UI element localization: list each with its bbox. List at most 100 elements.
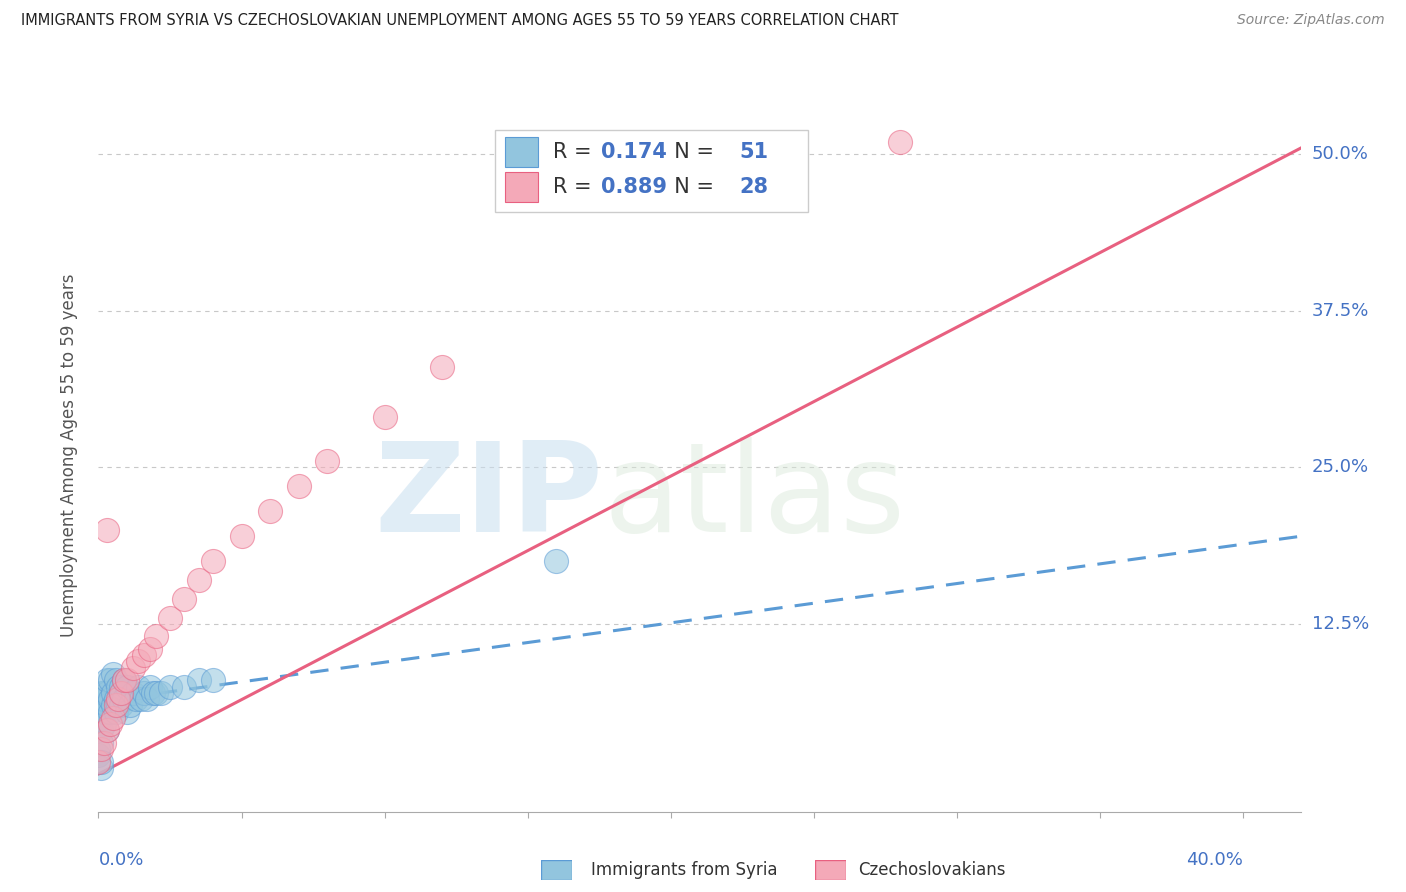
Point — [107, 698, 129, 713]
Point — [101, 698, 124, 713]
Point — [115, 673, 138, 688]
Point — [134, 648, 156, 663]
Point — [101, 667, 124, 681]
Point — [90, 686, 112, 700]
Text: N =: N = — [661, 178, 721, 197]
Point — [187, 573, 209, 587]
Point — [159, 610, 181, 624]
Point — [118, 698, 141, 713]
Point — [90, 742, 112, 756]
Point — [96, 698, 118, 713]
Point — [131, 692, 153, 706]
Point — [90, 698, 112, 713]
Point — [101, 686, 124, 700]
Point — [112, 673, 135, 688]
Point — [96, 686, 118, 700]
Bar — [505, 136, 538, 167]
Point — [201, 673, 224, 688]
Point — [124, 692, 146, 706]
Point — [889, 135, 911, 149]
Point — [121, 686, 143, 700]
Point — [96, 723, 118, 738]
Text: Czechoslovakians: Czechoslovakians — [858, 861, 1005, 879]
Point — [87, 748, 110, 763]
Point — [201, 554, 224, 568]
Point — [90, 736, 112, 750]
Point — [128, 655, 150, 669]
Point — [546, 554, 568, 568]
Text: Source: ZipAtlas.com: Source: ZipAtlas.com — [1237, 13, 1385, 28]
Text: 25.0%: 25.0% — [1312, 458, 1369, 476]
Point — [90, 755, 112, 769]
Point — [115, 705, 138, 719]
Text: 37.5%: 37.5% — [1312, 302, 1369, 320]
Point — [93, 686, 115, 700]
Point — [93, 717, 115, 731]
Text: atlas: atlas — [603, 437, 905, 558]
Point — [90, 711, 112, 725]
Point — [93, 736, 115, 750]
Point — [96, 523, 118, 537]
Text: 28: 28 — [740, 178, 768, 197]
Point — [87, 755, 110, 769]
Point — [96, 673, 118, 688]
Point — [104, 692, 127, 706]
Point — [187, 673, 209, 688]
Text: 51: 51 — [740, 142, 768, 161]
Text: R =: R = — [553, 178, 598, 197]
Point — [107, 692, 129, 706]
Point — [98, 717, 121, 731]
Point — [98, 705, 121, 719]
Text: 50.0%: 50.0% — [1312, 145, 1368, 163]
Point — [150, 686, 173, 700]
Text: R =: R = — [553, 142, 598, 161]
Point — [96, 723, 118, 738]
Point — [159, 680, 181, 694]
Point — [287, 479, 309, 493]
Point — [374, 410, 396, 425]
Point — [112, 692, 135, 706]
Point — [139, 642, 162, 657]
Point — [104, 673, 127, 688]
Point — [142, 686, 165, 700]
Point — [112, 673, 135, 688]
Point — [145, 630, 167, 644]
Point — [134, 686, 156, 700]
Point — [430, 360, 453, 375]
Point — [128, 680, 150, 694]
Point — [173, 680, 195, 694]
Point — [115, 680, 138, 694]
Point — [259, 504, 281, 518]
Point — [90, 692, 112, 706]
Point — [90, 761, 112, 775]
Point — [173, 591, 195, 606]
Text: N =: N = — [661, 142, 721, 161]
Text: 0.0%: 0.0% — [98, 851, 143, 869]
Point — [145, 686, 167, 700]
Point — [87, 742, 110, 756]
Point — [93, 705, 115, 719]
Point — [110, 686, 132, 700]
Point — [121, 661, 143, 675]
Point — [110, 698, 132, 713]
Point — [98, 673, 121, 688]
Point — [101, 711, 124, 725]
Point — [316, 454, 339, 468]
Point — [98, 692, 121, 706]
Point — [104, 698, 127, 713]
Point — [104, 705, 127, 719]
Point — [90, 723, 112, 738]
Point — [136, 692, 159, 706]
FancyBboxPatch shape — [495, 130, 807, 212]
Text: 0.889: 0.889 — [600, 178, 666, 197]
Text: 40.0%: 40.0% — [1187, 851, 1243, 869]
Point — [110, 680, 132, 694]
Bar — [505, 172, 538, 202]
Text: 0.174: 0.174 — [600, 142, 666, 161]
Y-axis label: Unemployment Among Ages 55 to 59 years: Unemployment Among Ages 55 to 59 years — [59, 273, 77, 637]
Point — [107, 680, 129, 694]
Point — [139, 680, 162, 694]
Point — [231, 529, 253, 543]
Text: ZIP: ZIP — [374, 437, 603, 558]
Text: Immigrants from Syria: Immigrants from Syria — [591, 861, 778, 879]
